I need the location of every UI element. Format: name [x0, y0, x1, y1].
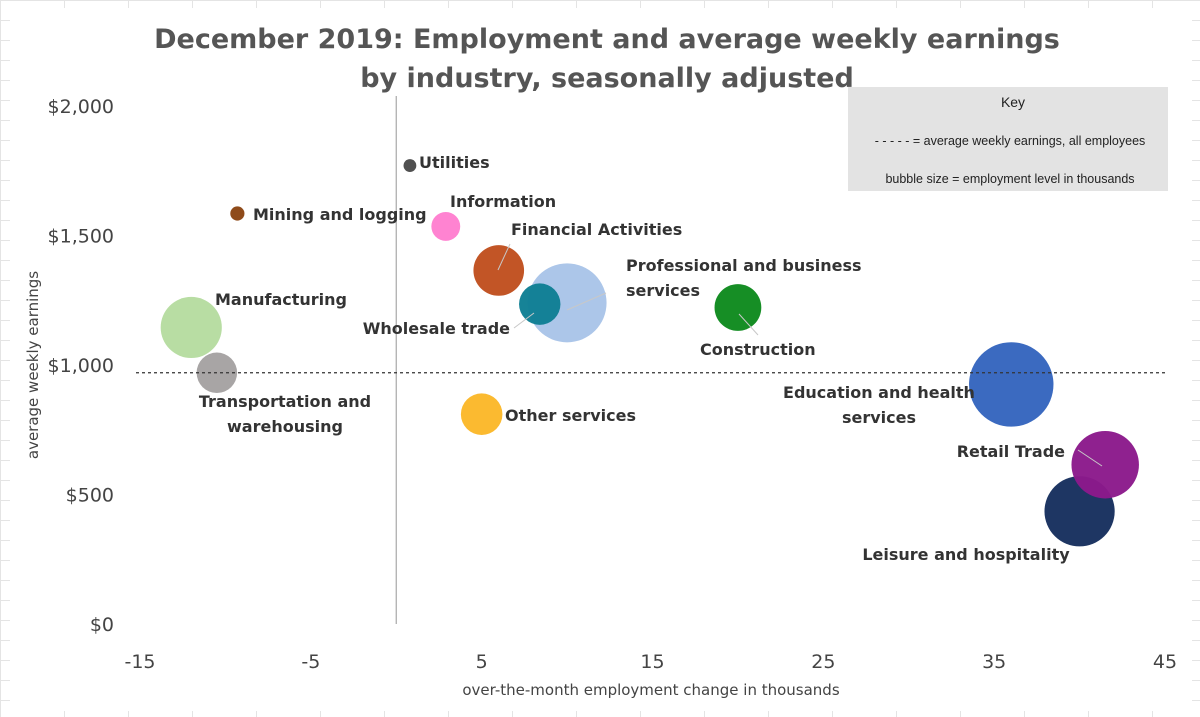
data-label-transportation-and-warehousing: warehousing [227, 417, 343, 436]
data-label-professional-and-business-services: services [626, 281, 700, 300]
bubble-construction[interactable] [714, 284, 762, 331]
leader-line-financial-activities [497, 243, 511, 271]
data-label-other-services: Other services [505, 406, 636, 425]
data-label-manufacturing: Manufacturing [215, 290, 347, 309]
y-tick-label: $2,000 [48, 96, 114, 118]
key-title: Key [1001, 94, 1025, 110]
data-label-information: Information [450, 192, 556, 211]
data-label-retail-trade: Retail Trade [957, 442, 1065, 461]
leader-line-wholesale-trade [513, 312, 535, 329]
data-label-professional-and-business-services: Professional and business [626, 256, 862, 275]
key-box [848, 87, 1168, 191]
bubble-other-services[interactable] [460, 393, 503, 435]
bubble-information[interactable] [431, 211, 461, 241]
data-label-wholesale-trade: Wholesale trade [363, 319, 510, 338]
key-line-earnings: - - - - - = average weekly earnings, all… [875, 134, 1146, 148]
data-label-leisure-and-hospitality: Leisure and hospitality [862, 545, 1070, 564]
data-label-financial-activities: Financial Activities [511, 220, 682, 239]
y-tick-label: $1,000 [48, 355, 114, 377]
key-line-bubble-size: bubble size = employment level in thousa… [885, 172, 1134, 186]
bubble-education-and-health-services[interactable] [969, 342, 1054, 427]
leader-line-professional-and-business-services [566, 292, 607, 311]
x-tick-label: -15 [124, 651, 155, 673]
x-tick-label: 45 [1153, 651, 1177, 673]
y-tick-label: $500 [66, 485, 114, 507]
chart-title-line: by industry, seasonally adjusted [360, 63, 854, 94]
bubble-mining-and-logging[interactable] [230, 206, 245, 221]
x-tick-label: 5 [476, 651, 488, 673]
x-tick-label: 35 [982, 651, 1006, 673]
data-label-construction: Construction [700, 340, 816, 359]
x-tick-label: 15 [640, 651, 664, 673]
data-label-utilities: Utilities [419, 153, 490, 172]
data-label-mining-and-logging: Mining and logging [253, 205, 427, 224]
y-tick-label: $0 [90, 614, 114, 636]
bubble-wholesale-trade[interactable] [519, 283, 561, 325]
y-tick-label: $1,500 [48, 226, 114, 248]
data-label-transportation-and-warehousing: Transportation and [199, 392, 371, 411]
bubble-chart: December 2019: Employment and average we… [24, 24, 1177, 699]
chart-title-line: December 2019: Employment and average we… [154, 24, 1060, 55]
x-tick-label: 25 [811, 651, 835, 673]
leader-line-construction [738, 313, 759, 336]
data-label-education-and-health-services: Education and health [783, 383, 975, 402]
bubble-retail-trade[interactable] [1071, 430, 1139, 499]
data-label-education-and-health-services: services [842, 408, 916, 427]
x-axis-title: over-the-month employment change in thou… [462, 681, 839, 699]
x-tick-label: -5 [301, 651, 320, 673]
bubble-utilities[interactable] [403, 159, 417, 172]
bubble-financial-activities[interactable] [473, 245, 525, 296]
leader-line-retail-trade [1077, 449, 1103, 467]
chart-area: December 2019: Employment and average we… [10, 8, 1192, 711]
bubble-manufacturing[interactable] [160, 296, 222, 359]
y-axis-title: average weekly earnings [24, 271, 42, 459]
